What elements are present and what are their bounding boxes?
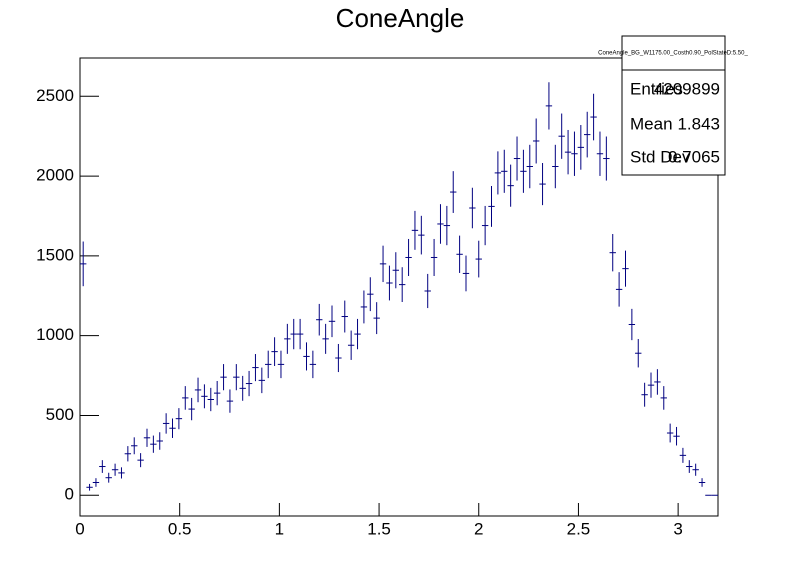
stats-value: 0.7065 bbox=[668, 147, 720, 166]
stats-label: Std Dev bbox=[630, 147, 691, 166]
chart-title: ConeAngle bbox=[336, 3, 465, 33]
stats-value: 4209899 bbox=[654, 79, 720, 98]
plot-frame bbox=[79, 57, 719, 517]
y-tick-label: 2500 bbox=[36, 86, 74, 105]
stats-frame bbox=[621, 35, 726, 176]
y-tick-label: 2000 bbox=[36, 166, 74, 185]
x-tick-label: 0.5 bbox=[168, 519, 192, 538]
stats-title: ConeAngle_BG_W1175.00_Costh0.90_PolState… bbox=[598, 51, 748, 57]
y-tick-label: 500 bbox=[46, 405, 74, 424]
stats-label: Entries bbox=[630, 79, 683, 98]
x-tick-label: 2.5 bbox=[567, 519, 591, 538]
x-tick-label: 1 bbox=[275, 519, 284, 538]
x-tick-label: 1.5 bbox=[367, 519, 391, 538]
stats-box: ConeAngle_BG_W1175.00_Costh0.90_PolState… bbox=[598, 35, 748, 176]
x-tick-label: 0 bbox=[75, 519, 84, 538]
y-tick-label: 1500 bbox=[36, 245, 74, 264]
y-tick-label: 0 bbox=[65, 485, 74, 504]
x-tick-label: 2 bbox=[474, 519, 483, 538]
y-tick-label: 1000 bbox=[36, 325, 74, 344]
stats-value: 1.843 bbox=[677, 114, 720, 133]
x-tick-label: 3 bbox=[673, 519, 682, 538]
stats-label: Mean bbox=[630, 114, 673, 133]
